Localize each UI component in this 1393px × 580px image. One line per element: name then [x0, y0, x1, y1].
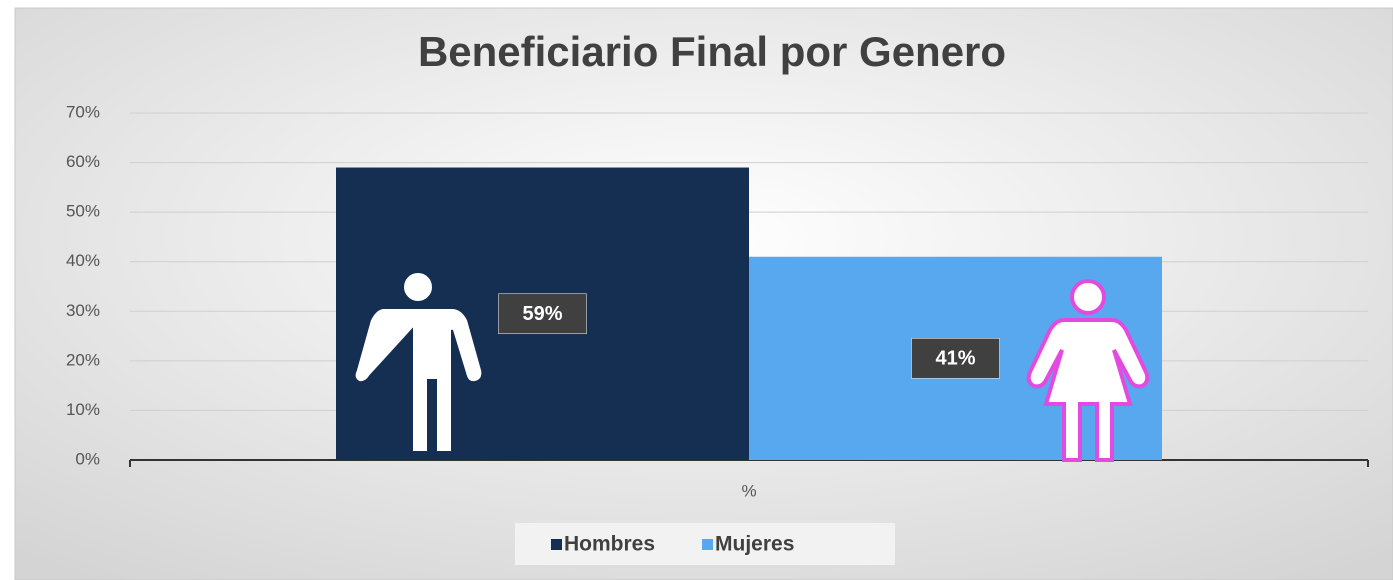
- icons: [353, 271, 1150, 462]
- legend-swatch: [702, 539, 714, 550]
- y-tick-label: 40%: [66, 251, 100, 270]
- y-tick-label: 50%: [66, 202, 100, 221]
- y-tick-label: 70%: [66, 102, 100, 121]
- woman-icon: [1026, 279, 1150, 462]
- y-tick-label: 10%: [66, 400, 100, 419]
- y-tick-label: 60%: [66, 152, 100, 171]
- data-label: 59%: [522, 303, 562, 325]
- data-labels: 59% 41%: [498, 293, 1000, 379]
- chart-title: Beneficiario Final por Genero: [418, 28, 1006, 75]
- x-tick-label: %: [741, 481, 756, 500]
- data-label-box: [498, 293, 587, 335]
- data-label-box: [911, 338, 1000, 379]
- legend-label: Mujeres: [715, 533, 794, 556]
- legend-swatch: [551, 539, 562, 550]
- legend-label: Hombres: [564, 533, 655, 556]
- man-icon: [353, 271, 484, 453]
- y-tick-label: 30%: [66, 301, 100, 320]
- y-tick-label: 0%: [75, 449, 100, 468]
- y-tick-label: 20%: [66, 350, 100, 369]
- data-label: 41%: [935, 348, 975, 370]
